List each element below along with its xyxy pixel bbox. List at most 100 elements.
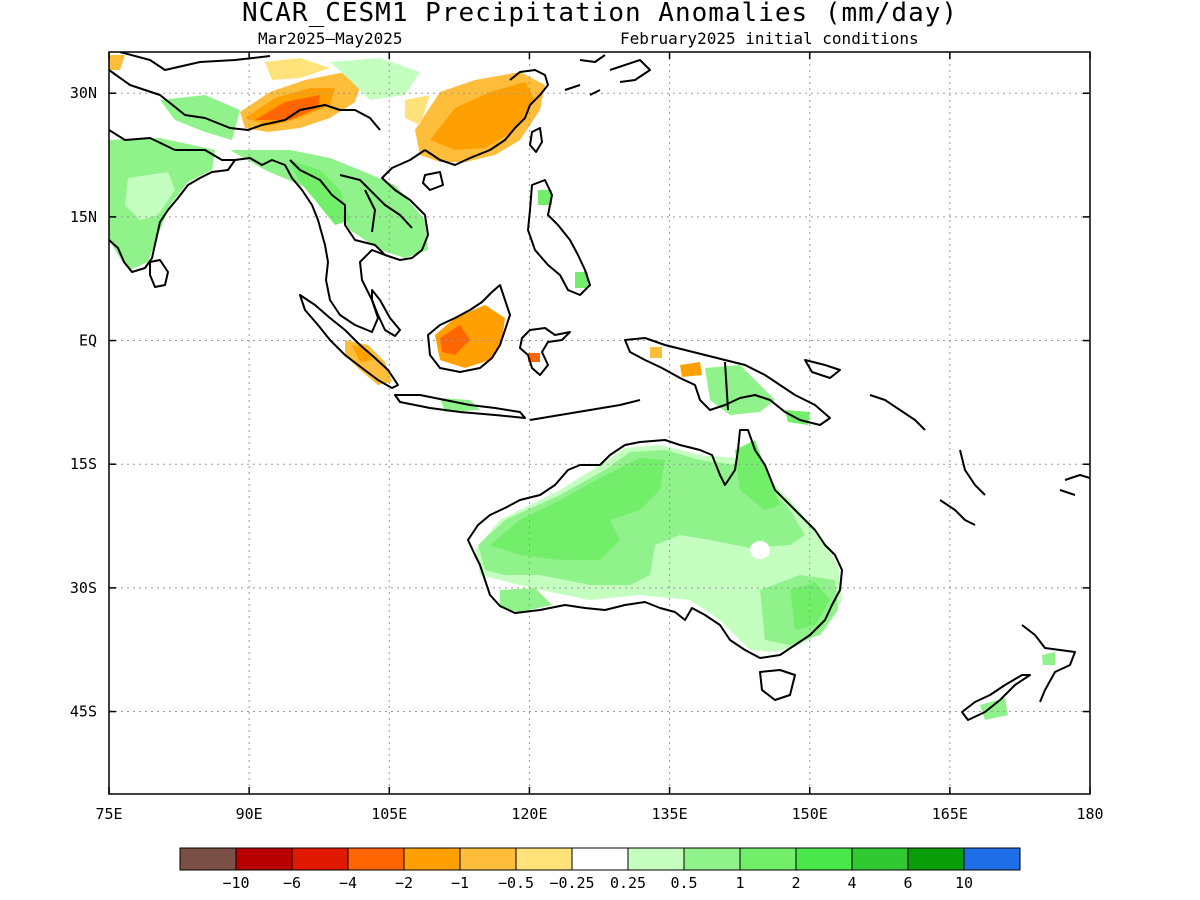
colorbar-label: 2 — [791, 874, 800, 892]
colorbar-swatch — [683, 847, 741, 871]
lon-tick-label: 120E — [511, 805, 547, 823]
lon-tick-label: 135E — [652, 805, 688, 823]
colorbar-swatch — [179, 847, 237, 871]
coast-srilanka — [149, 259, 169, 288]
anomaly-sulawesi-dry — [528, 353, 540, 362]
lon-tick-label: 165E — [932, 805, 968, 823]
anomaly-mindanao-wet — [575, 272, 588, 288]
border-china-north — [119, 52, 271, 71]
coast-india — [109, 129, 236, 273]
lon-tick-label: 75E — [95, 805, 122, 823]
anomaly-tibet-dry-core — [255, 95, 320, 120]
colorbar-label: 10 — [955, 874, 973, 892]
coast-hainan — [422, 171, 444, 191]
anomaly-indochina-wet — [230, 150, 428, 258]
anomaly-northwest-dry — [265, 58, 330, 80]
coast-nz-south — [961, 674, 1031, 721]
coast-vanuatu — [939, 449, 986, 526]
colorbar-label: 4 — [847, 874, 856, 892]
coast-china — [424, 69, 549, 166]
colorbar-label: −0.25 — [549, 874, 594, 892]
lat-tick-label: 45S — [70, 703, 97, 721]
lat-tick-label: 30S — [70, 579, 97, 597]
anomaly-northwest-wet — [330, 58, 420, 100]
coast-new-guinea — [624, 337, 831, 426]
colorbar-swatch — [235, 847, 293, 871]
anomaly-australia-wet-north — [735, 440, 780, 510]
colorbar-swatch — [571, 847, 629, 871]
colorbar-label: −4 — [339, 874, 357, 892]
colorbar-swatch — [907, 847, 965, 871]
lat-tick-label: 15S — [70, 455, 97, 473]
colorbar-label: −0.5 — [498, 874, 534, 892]
lat-tick-label: EQ — [79, 332, 97, 350]
colorbar-swatch — [403, 847, 461, 871]
anomaly-newguinea-dry — [680, 362, 702, 377]
coast-bay-of-bengal — [234, 149, 429, 333]
coast-malay — [371, 289, 401, 337]
anomaly-borneo-dry-core — [440, 325, 470, 355]
coast-philippines — [527, 179, 591, 296]
border-indochina-2 — [339, 174, 413, 233]
border-png — [724, 361, 729, 411]
anomaly-australia-wet-south — [500, 588, 552, 612]
anomaly-sumatra-dry-core — [352, 345, 372, 362]
anomaly-australia-gap — [750, 541, 770, 559]
coast-sulawesi — [519, 327, 571, 376]
lon-tick-label: 105E — [371, 805, 407, 823]
colorbar-swatch — [347, 847, 405, 871]
coast-tasmania — [759, 669, 796, 701]
colorbar-swatch — [963, 847, 1021, 871]
colorbar-swatch — [627, 847, 685, 871]
coast-borneo — [427, 284, 511, 373]
lon-tick-label: 90E — [236, 805, 263, 823]
colorbar-label: −10 — [222, 874, 249, 892]
coastlines — [109, 52, 1090, 721]
coast-australia — [467, 429, 843, 659]
lon-tick-label: 180 — [1076, 805, 1103, 823]
anomaly-sumatra-dry — [345, 340, 392, 385]
colorbar-label: −1 — [451, 874, 469, 892]
coast-java — [394, 394, 526, 419]
anomaly-shading — [109, 55, 1055, 720]
colorbar-swatch — [459, 847, 517, 871]
colorbar-swatch — [795, 847, 853, 871]
chart-title: NCAR_CESM1 Precipitation Anomalies (mm/d… — [241, 0, 959, 28]
initial-conditions: February2025 initial conditions — [620, 29, 919, 48]
lat-tick-label: 30N — [70, 84, 97, 102]
colorbar-swatch — [515, 847, 573, 871]
border-himalaya — [109, 69, 381, 131]
anomaly-east-china-dry-strong — [430, 82, 535, 150]
forecast-period: Mar2025–May2025 — [258, 29, 403, 48]
map-grid — [109, 52, 1090, 794]
coast-sumatra — [299, 294, 399, 389]
colorbar-label: 1 — [735, 874, 744, 892]
coast-new-britain — [804, 359, 841, 379]
coast-solomons — [869, 394, 926, 431]
colorbar-swatch — [291, 847, 349, 871]
anomaly-philippines-wet — [538, 190, 552, 205]
anomaly-newguinea-dry-small — [650, 347, 662, 358]
coast-taiwan — [529, 127, 543, 153]
colorbar-label: 6 — [903, 874, 912, 892]
coast-fiji — [1059, 474, 1090, 496]
coast-lesser-sunda — [529, 399, 641, 421]
anomaly-east-china-light — [405, 95, 430, 125]
lat-tick-label: 15N — [70, 208, 97, 226]
colorbar-swatch — [851, 847, 909, 871]
anomaly-nz-north-wet — [1042, 652, 1055, 665]
anomaly-burma-wet — [290, 160, 350, 225]
coast-korea-japan — [564, 54, 651, 96]
lon-tick-label: 150E — [792, 805, 828, 823]
colorbar-swatch — [739, 847, 797, 871]
anomaly-nz-wet — [980, 698, 1008, 720]
colorbar-label: −6 — [283, 874, 301, 892]
colorbar: −10 −6 −4 −2 −1 −0.5 −0.25 0.25 0.5 1 2 4 6 10 — [179, 847, 1021, 892]
longitude-labels: 75E 90E 105E 120E 135E 150E 165E 180 — [95, 52, 1104, 823]
coast-nz-north — [1021, 624, 1076, 703]
border-indochina — [289, 159, 386, 256]
anomaly-india-wet-light — [125, 172, 175, 220]
latitude-labels: 30N 15N EQ 15S 30S 45S — [70, 84, 1090, 721]
anomaly-australia-wet-central — [490, 458, 665, 560]
